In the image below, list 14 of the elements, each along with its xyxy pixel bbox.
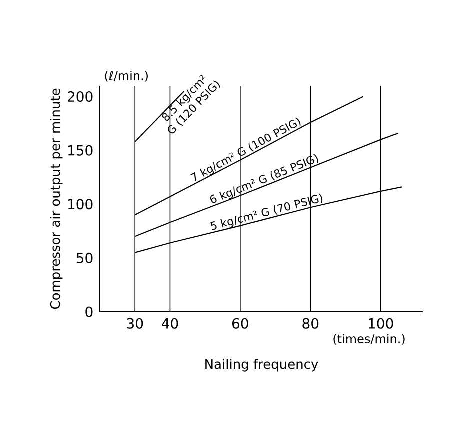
y-tick-label: 200 xyxy=(68,91,93,102)
y-tick-label: 100 xyxy=(68,199,93,210)
x-tick-label: 60 xyxy=(232,318,248,329)
text: (times/min.) xyxy=(334,334,405,345)
y-tick-label: 0 xyxy=(86,306,93,318)
x-tick-label: 80 xyxy=(302,318,319,329)
y-tick-label: 50 xyxy=(76,252,93,264)
x-tick-label: 100 xyxy=(369,318,394,329)
x-tick-label: 30 xyxy=(127,318,144,329)
y-axis-title: Compressor air output per minute xyxy=(50,88,63,310)
y-tick-label: 150 xyxy=(68,145,93,156)
x-tick-label: 40 xyxy=(162,318,178,329)
x-axis-title: Nailing frequency xyxy=(206,359,318,372)
text: (ℓ/min.) xyxy=(105,71,148,82)
